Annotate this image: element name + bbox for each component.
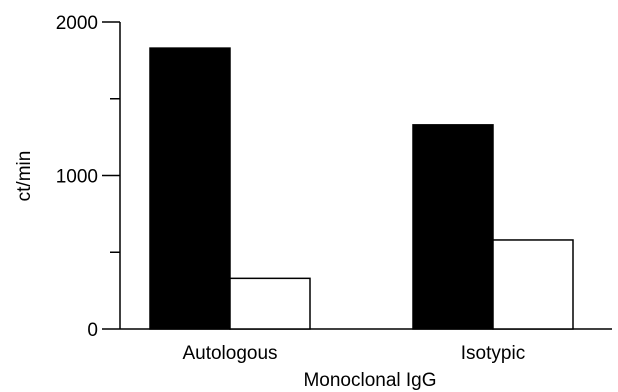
x-axis-title: Monoclonal IgG (303, 370, 436, 391)
y-axis-title: ct/min (14, 151, 35, 202)
bar-autologous-1 (149, 47, 231, 330)
bar-isotypic-2 (492, 239, 574, 330)
labels: 0 1000 2000 Autologous Isotypic Monoclonal Ig… (14, 13, 525, 391)
y-tick-label-2: 2000 (56, 13, 98, 34)
x-category-label-isotypic: Isotypic (461, 343, 525, 364)
y-tick-label-1: 1000 (56, 167, 98, 188)
y-tick-label-0: 0 (87, 320, 98, 341)
x-category-label-autologous: Autologous (182, 343, 277, 364)
bars (149, 47, 574, 330)
bar-autologous-2 (229, 277, 311, 330)
bar-isotypic-1 (412, 124, 494, 330)
